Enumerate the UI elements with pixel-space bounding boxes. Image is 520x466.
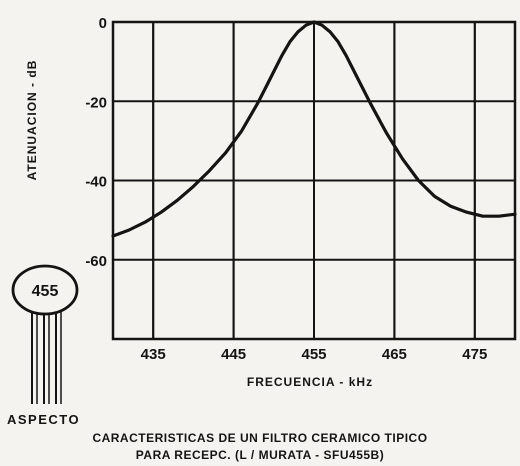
x-axis-label: FRECUENCIA - kHz <box>247 375 373 389</box>
aspect-label: ASPECTO <box>7 412 81 427</box>
y-tick-label: -40 <box>85 174 107 191</box>
component-body <box>11 264 79 316</box>
caption-line-1: CARACTERISTICAS DE UN FILTRO CERAMICO TI… <box>92 431 428 445</box>
y-tick-label: -60 <box>85 253 107 270</box>
tick-labels: 435 445 455 465 475 0 -20 -40 -60 <box>85 15 487 363</box>
x-tick-label: 435 <box>141 346 166 363</box>
x-tick-label: 455 <box>301 346 326 363</box>
caption-line-2: PARA RECEPC. (L / MURATA - SFU455B) <box>135 448 385 462</box>
component-drawing: 455 <box>11 264 79 404</box>
y-axis-label: ATENUACION - dB <box>25 60 39 181</box>
x-tick-label: 475 <box>462 346 487 363</box>
y-tick-label: -20 <box>85 94 107 111</box>
y-tick-label: 0 <box>99 15 107 32</box>
component-label: 455 <box>32 283 59 300</box>
grid <box>113 21 515 339</box>
x-tick-label: 465 <box>382 346 407 363</box>
x-tick-label: 445 <box>221 346 246 363</box>
attenuation-curve <box>111 20 517 238</box>
